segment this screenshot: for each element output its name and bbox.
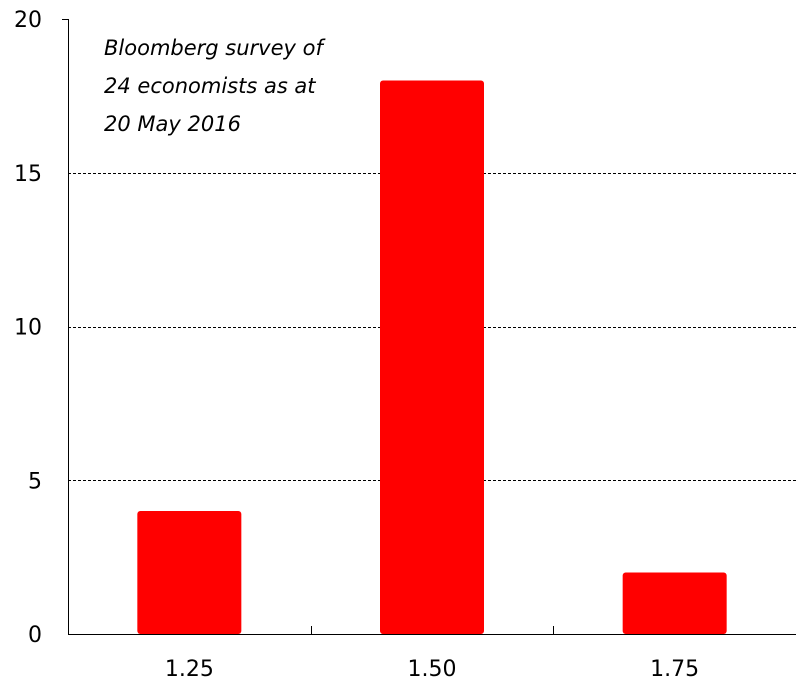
y-tick-label: 15 (14, 162, 42, 187)
y-tick-label: 10 (14, 316, 42, 341)
annotation-line-1: Bloomberg survey of (104, 36, 326, 60)
bar (380, 80, 484, 634)
y-tick-label: 20 (14, 8, 42, 33)
gridlines (68, 173, 796, 481)
x-tick-label: 1.25 (165, 657, 214, 682)
y-tick-label: 5 (28, 469, 42, 494)
bar (622, 572, 727, 634)
annotation-line-3: 20 May 2016 (104, 112, 241, 136)
y-tick-labels: 0 5 10 15 20 (14, 8, 42, 648)
chart-annotation: Bloomberg survey of 24 economists as at … (104, 36, 330, 136)
y-tick-label: 0 (28, 623, 42, 648)
axes (62, 19, 796, 635)
x-tick-label: 1.50 (408, 657, 457, 682)
bars (137, 80, 727, 634)
x-tick-labels: 1.25 1.50 1.75 (165, 657, 699, 682)
annotation-line-2: 24 economists as at (104, 74, 316, 98)
bar (137, 511, 242, 634)
x-tick-label: 1.75 (650, 657, 699, 682)
